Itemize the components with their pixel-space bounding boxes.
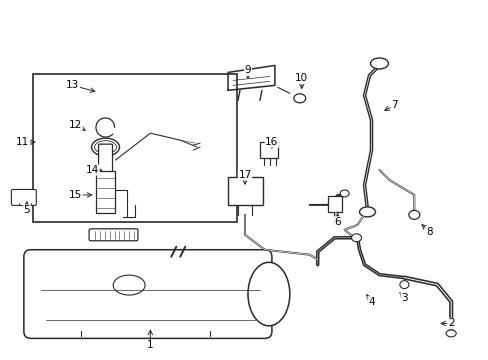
FancyBboxPatch shape xyxy=(11,189,36,206)
Ellipse shape xyxy=(94,141,116,154)
Text: 14: 14 xyxy=(86,165,99,175)
Bar xyxy=(327,196,341,212)
Text: 6: 6 xyxy=(334,217,340,227)
Text: 9: 9 xyxy=(244,66,251,76)
Text: 2: 2 xyxy=(447,319,453,328)
Ellipse shape xyxy=(91,138,119,156)
Ellipse shape xyxy=(247,262,289,326)
FancyBboxPatch shape xyxy=(99,144,112,176)
Text: 13: 13 xyxy=(66,80,79,90)
Text: 12: 12 xyxy=(69,120,82,130)
Text: 16: 16 xyxy=(264,137,278,147)
Ellipse shape xyxy=(446,330,455,337)
Ellipse shape xyxy=(408,210,419,219)
FancyBboxPatch shape xyxy=(24,250,271,338)
Text: 11: 11 xyxy=(16,137,29,147)
Text: 15: 15 xyxy=(69,190,82,200)
Ellipse shape xyxy=(399,280,408,289)
Ellipse shape xyxy=(293,94,305,103)
Text: 5: 5 xyxy=(23,205,30,215)
Bar xyxy=(260,142,277,158)
Ellipse shape xyxy=(370,58,387,69)
Ellipse shape xyxy=(113,275,145,295)
Text: 8: 8 xyxy=(425,227,432,237)
Text: 17: 17 xyxy=(238,170,251,180)
Ellipse shape xyxy=(351,234,361,242)
Bar xyxy=(227,177,263,205)
Ellipse shape xyxy=(359,207,375,217)
Bar xyxy=(33,75,237,222)
Text: 4: 4 xyxy=(367,297,374,306)
Text: 1: 1 xyxy=(147,340,153,350)
Text: 7: 7 xyxy=(390,100,397,110)
FancyBboxPatch shape xyxy=(89,229,138,241)
Bar xyxy=(95,171,115,213)
Text: 3: 3 xyxy=(400,293,407,302)
Text: 10: 10 xyxy=(295,73,308,84)
Ellipse shape xyxy=(340,190,348,197)
